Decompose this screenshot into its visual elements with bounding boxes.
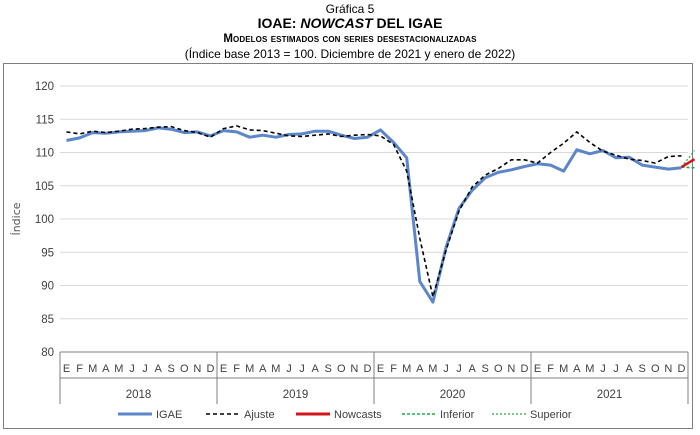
y-axis-ticks: 80 85 90 95 100 105 110 115 120 [35,81,54,359]
x-year-label: 2021 [597,389,623,401]
chart-title-lead: IOAE: [257,15,301,31]
x-tick-label: M [402,363,411,375]
chart-title: IOAE: NOWCAST DEL IGAE [0,16,700,30]
series-line-igae [66,126,682,304]
x-tick-label: D [363,363,371,375]
chart-frame [3,63,693,429]
y-tick-label: 115 [36,114,54,126]
x-tick-label: A [259,363,267,375]
x-tick-label: E [63,363,70,375]
chart-note: (Índice base 2013 = 100. Diciembre de 20… [184,47,516,61]
x-tick-label: F [76,363,83,375]
x-tick-label: D [677,363,685,375]
gridlines [60,85,688,320]
series-line-superior [681,150,695,168]
x-tick-label: N [350,363,358,375]
x-tick-label: S [639,363,646,375]
x-tick-label: J [286,363,292,375]
x-tick-label: M [88,363,97,375]
x-tick-label: S [482,363,489,375]
x-tick-label: E [220,363,227,375]
x-tick-label: N [193,363,201,375]
chart-supertitle: Gráfica 5 [325,2,375,16]
legend-label-ajuste: Ajuste [244,409,275,421]
legend-label-superior: Superior [530,409,572,421]
chart-title-emphasis: NOWCAST [300,15,373,31]
x-tick-label: M [559,363,568,375]
x-tick-label: F [390,363,397,375]
x-tick-label: J [299,363,305,375]
x-year-label: 2018 [126,389,152,401]
x-tick-label: N [507,363,515,375]
x-tick-label: M [428,363,437,375]
y-tick-label: 80 [41,347,54,359]
y-tick-label: 90 [41,281,54,293]
series-line-nowcasts [680,158,696,169]
x-tick-label: M [585,363,594,375]
x-tick-label: E [534,363,541,375]
legend: IGAE Ajuste Nowcasts Inferior Superior [118,409,572,421]
x-tick-label: J [613,363,619,375]
x-tick-label: A [625,363,633,375]
y-tick-label: 100 [35,214,54,226]
x-tick-label: M [114,363,123,375]
y-tick-label: 95 [41,247,54,259]
y-tick-label: 85 [41,314,54,326]
y-axis-label: Índice [10,202,23,235]
y-tick-label: 110 [36,148,54,160]
x-tick-label: M [245,363,254,375]
x-tick-label: M [271,363,280,375]
x-tick-label: A [102,363,110,375]
x-tick-label: J [443,363,449,375]
x-tick-label: A [573,363,581,375]
x-tick-label: S [325,363,332,375]
x-tick-label: F [233,363,240,375]
x-tick-label: F [547,363,554,375]
x-tick-label: S [168,363,175,375]
x-tick-label: J [142,363,148,375]
x-tick-label: A [416,363,424,375]
legend-label-inferior: Inferior [440,409,475,421]
x-tick-label: J [600,363,606,375]
x-tick-label: O [494,363,503,375]
x-tick-label: O [337,363,346,375]
y-tick-label: 120 [35,81,54,93]
chart-subtitle: Modelos estimados con series desestacion… [223,33,477,45]
x-tick-label: E [377,363,384,375]
x-tick-label: D [206,363,214,375]
x-tick-label: O [180,363,189,375]
x-tick-label: J [129,363,135,375]
legend-label-nowcasts: Nowcasts [334,409,382,421]
x-tick-label: D [520,363,528,375]
x-tick-label: J [456,363,462,375]
x-tick-label: A [311,363,319,375]
x-year-label: 2020 [440,389,466,401]
series-line-ajuste [66,125,682,298]
legend-label-igae: IGAE [156,409,182,421]
x-tick-label: A [468,363,476,375]
chart-title-tail: DEL IGAE [372,15,443,31]
x-tick-label: N [664,363,672,375]
x-tick-label: A [154,363,162,375]
series-lines [66,125,696,304]
x-tick-label: O [651,363,660,375]
y-tick-label: 105 [35,181,54,193]
x-year-label: 2019 [283,389,309,401]
